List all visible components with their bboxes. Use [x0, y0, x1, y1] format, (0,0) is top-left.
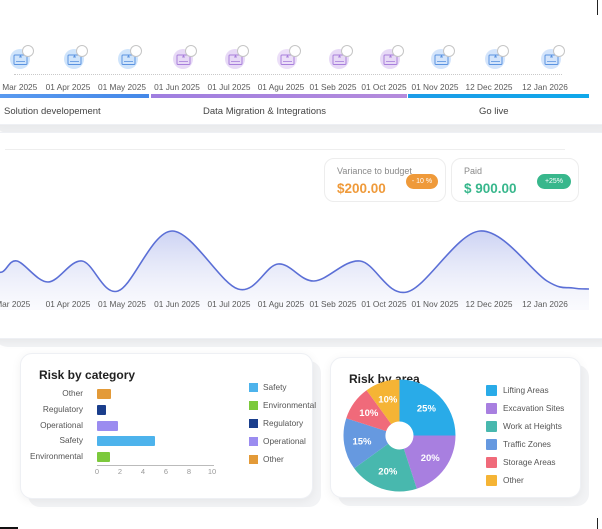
svg-text:15%: 15%: [352, 436, 372, 447]
svg-text:25%: 25%: [417, 404, 437, 415]
svg-text:10%: 10%: [378, 394, 398, 405]
svg-text:20%: 20%: [378, 467, 398, 478]
svg-text:10%: 10%: [359, 408, 379, 419]
svg-text:20%: 20%: [421, 453, 441, 464]
